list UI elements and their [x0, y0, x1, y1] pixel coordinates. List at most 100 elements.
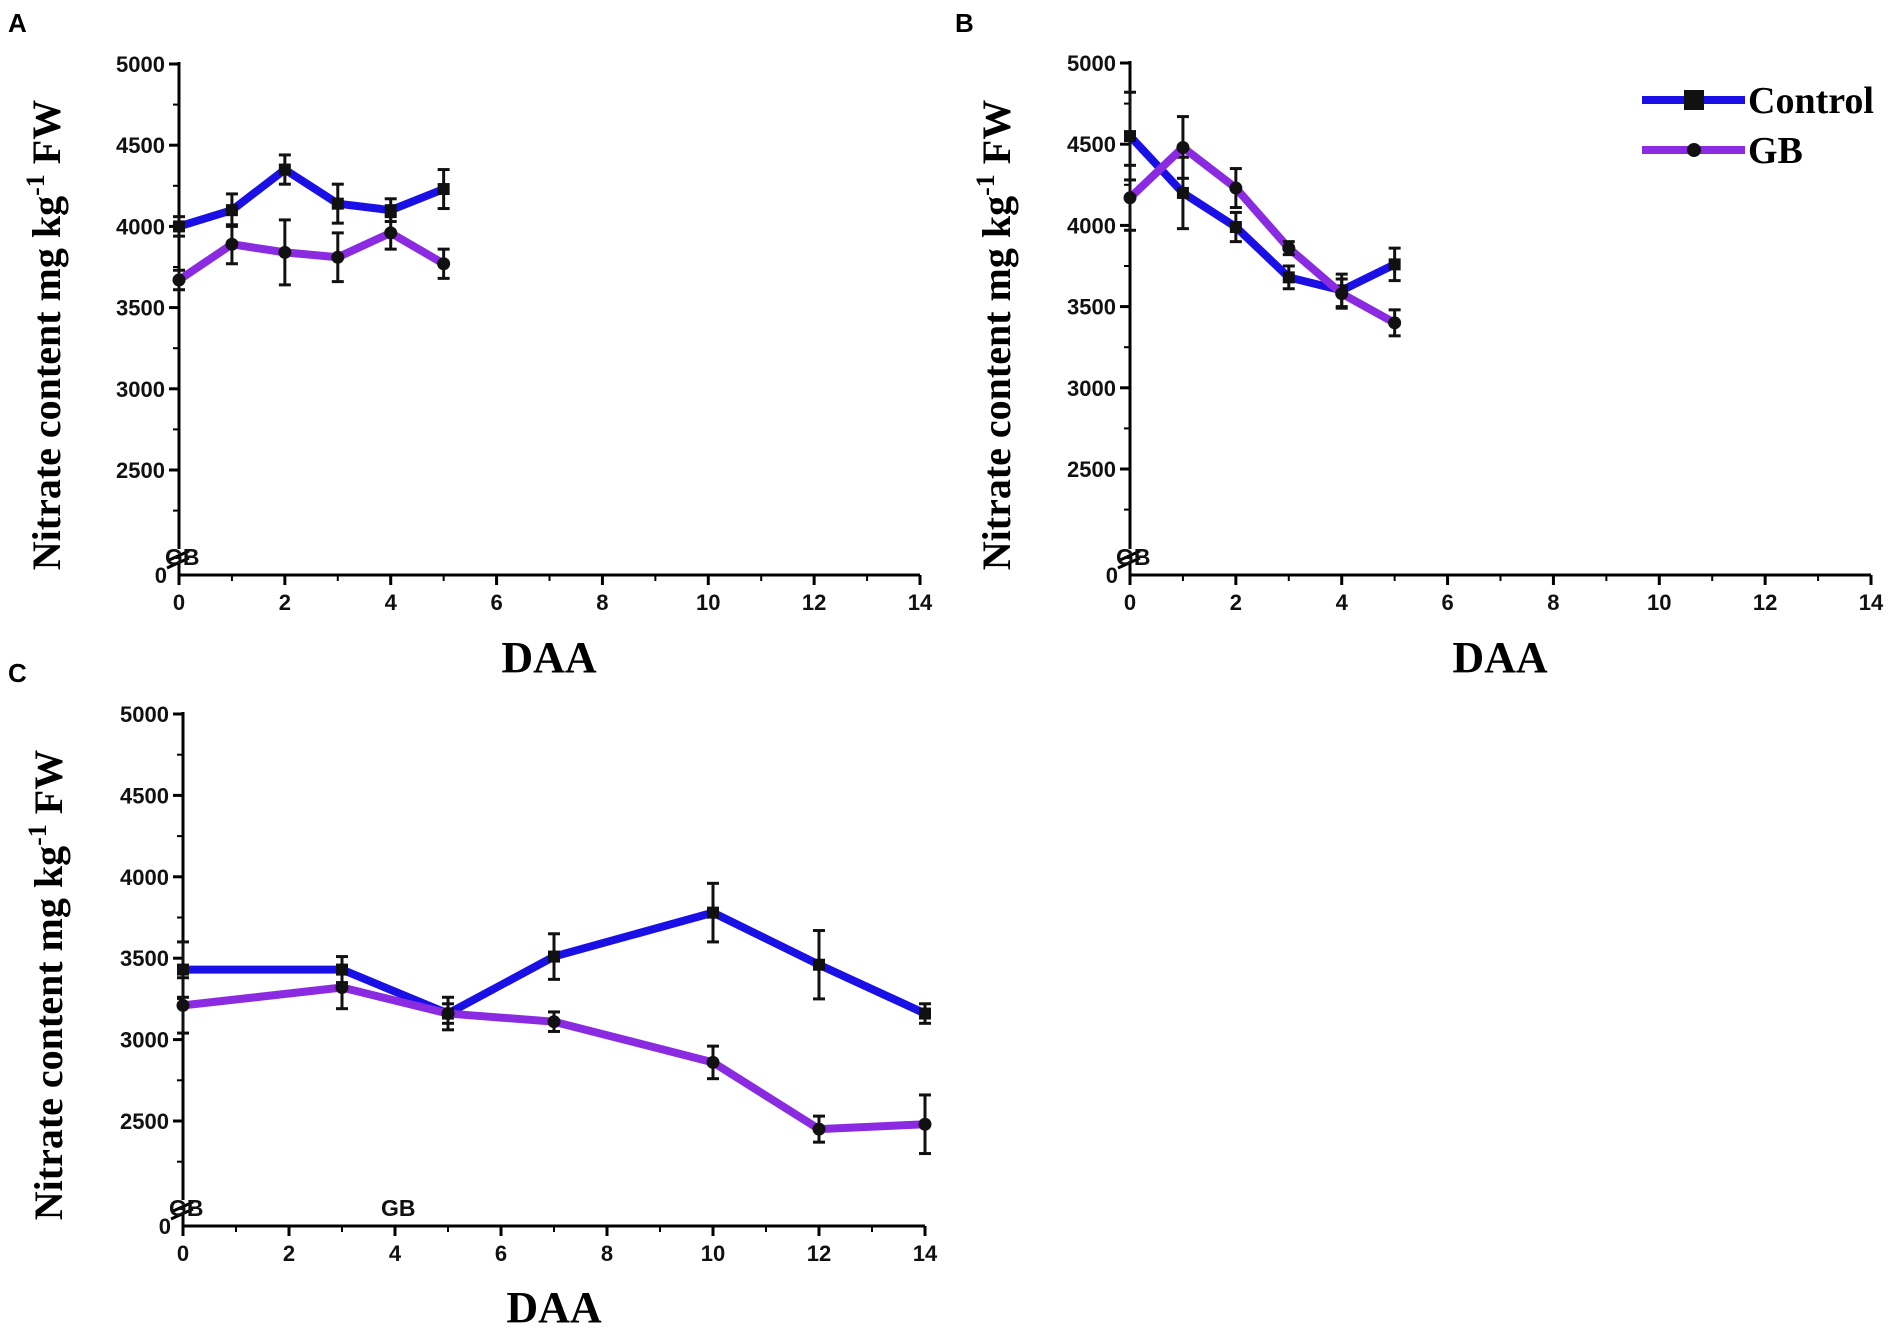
y-tick-label: 4500	[1067, 132, 1116, 157]
x-tick-label: 8	[601, 1241, 613, 1266]
data-point-control	[707, 906, 719, 919]
y-axis-title-superscript: -1	[21, 174, 50, 196]
axis-break-slash	[170, 1207, 194, 1221]
y-tick-label: 0	[155, 563, 167, 588]
series-control	[177, 881, 931, 1025]
panel-b: B 0 2500 3000 3500 4000 4500 5000 0 2 4 6 8 10 12 14 DAA…	[955, 8, 1884, 682]
data-point-gb	[331, 250, 345, 264]
data-point-control	[278, 163, 291, 176]
gb-treatment-annotation: GB	[165, 544, 200, 570]
y-axis-title: Nitrate content mg kg-1 FW	[21, 100, 69, 570]
x-axis-title: DAA	[501, 633, 597, 682]
x-tick-label: 6	[1441, 590, 1453, 615]
axis-break-slash	[166, 549, 190, 563]
y-tick-label: 2500	[1067, 457, 1116, 482]
data-point-control	[919, 1007, 931, 1020]
y-axis-title-suffix: FW	[24, 100, 69, 174]
series-control	[173, 153, 450, 238]
data-point-control	[177, 963, 189, 976]
panel-a: A 0 2500 3000 3500 4000 4500 5000 0 2 4 6 8 10 12 14 DAA…	[8, 8, 933, 682]
x-tick-label: 10	[701, 1241, 725, 1266]
x-tick-label: 4	[389, 1241, 402, 1266]
y-axis-title-superscript: -1	[971, 174, 1000, 196]
data-point-gb	[176, 998, 190, 1012]
series-gb	[172, 215, 451, 292]
x-tick-label: 12	[802, 590, 826, 615]
data-point-gb	[1388, 316, 1402, 330]
axis-break-slash	[1117, 549, 1141, 563]
data-point-control	[331, 197, 344, 210]
data-point-gb	[1282, 241, 1296, 255]
panel-c: C 0 2500 3000 3500 4000 4500 5000 0 2 4 6 8 10 12 14 DAA…	[8, 658, 938, 1329]
data-point-control	[1229, 221, 1242, 234]
axis-break-slash	[1117, 556, 1141, 570]
y-tick-label: 4000	[1067, 213, 1116, 238]
x-tick-label: 0	[173, 590, 185, 615]
y-axis-title-superscript: -1	[23, 824, 52, 846]
x-tick-label: 0	[1124, 590, 1136, 615]
series-gb	[1123, 115, 1402, 338]
x-tick-label: 6	[495, 1241, 507, 1266]
data-point-gb	[1229, 181, 1243, 195]
data-point-gb	[812, 1122, 826, 1136]
data-point-control	[437, 183, 450, 196]
axis-break-slash	[170, 1200, 194, 1214]
panel-letter: B	[955, 8, 974, 38]
x-tick-label: 10	[1647, 590, 1671, 615]
gb-treatment-annotation: GB	[169, 1195, 204, 1221]
y-axis-title-main: Nitrate content mg kg	[974, 196, 1019, 570]
axis-break-slash	[166, 556, 190, 570]
y-tick-label: 3500	[120, 946, 169, 971]
x-tick-label: 4	[1336, 590, 1349, 615]
x-tick-label: 8	[596, 590, 608, 615]
legend-square-icon	[1684, 90, 1704, 110]
y-tick-label: 2500	[116, 458, 165, 483]
y-tick-label: 0	[1106, 563, 1118, 588]
data-point-gb	[441, 1007, 455, 1021]
y-axis-title: Nitrate content mg kg-1 FW	[971, 100, 1019, 570]
legend: Control GB	[1642, 80, 1874, 172]
data-point-control	[1388, 258, 1401, 271]
data-point-gb	[172, 273, 186, 287]
gb-treatment-annotation: GB	[381, 1195, 416, 1221]
data-point-gb	[384, 226, 398, 240]
data-point-gb	[1176, 140, 1190, 154]
data-point-gb	[706, 1055, 720, 1069]
y-axis-title: Nitrate content mg kg-1 FW	[23, 750, 71, 1220]
x-axis-title: DAA	[1452, 633, 1548, 682]
data-point-control	[173, 220, 185, 233]
data-point-control	[1124, 130, 1136, 143]
panel-letter: C	[8, 658, 27, 688]
data-point-gb	[1335, 287, 1349, 301]
x-tick-label: 4	[385, 590, 398, 615]
x-tick-label: 14	[1859, 590, 1884, 615]
data-point-gb	[1123, 191, 1137, 205]
x-tick-label: 2	[283, 1241, 295, 1266]
y-tick-label: 2500	[120, 1109, 169, 1134]
series-line-gb	[176, 228, 446, 284]
data-point-gb	[918, 1117, 932, 1131]
x-tick-label: 14	[913, 1241, 938, 1266]
y-tick-label: 3000	[116, 377, 165, 402]
x-tick-label: 14	[908, 590, 933, 615]
axis-break-icon	[1117, 549, 1142, 570]
data-point-gb	[335, 981, 349, 995]
y-axis-title-suffix: FW	[974, 100, 1019, 174]
data-point-control	[384, 204, 397, 217]
y-axis-title-suffix: FW	[26, 750, 71, 824]
x-tick-label: 0	[177, 1241, 189, 1266]
legend-label-control: Control	[1748, 80, 1874, 122]
data-point-control	[1176, 186, 1189, 199]
y-tick-label: 4000	[116, 214, 165, 239]
series-line-control	[1127, 133, 1397, 295]
series-gb	[176, 964, 932, 1156]
y-tick-label: 5000	[116, 52, 165, 77]
panel-letter: A	[8, 8, 27, 38]
y-axis-title-main: Nitrate content mg kg	[24, 196, 69, 570]
y-tick-label: 3000	[1067, 376, 1116, 401]
data-point-gb	[225, 237, 239, 251]
x-axis-title: DAA	[506, 1283, 602, 1329]
x-tick-label: 12	[1753, 590, 1777, 615]
data-point-gb	[547, 1015, 561, 1029]
